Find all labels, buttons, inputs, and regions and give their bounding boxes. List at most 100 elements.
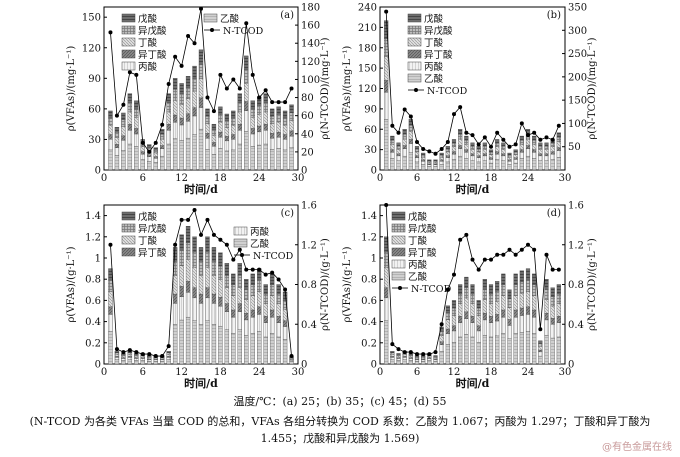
bar-segment-valeric (501, 273, 506, 285)
bar-segment-acetic (414, 161, 420, 171)
bar-segment-propionic (525, 148, 531, 157)
bar-segment-isobutyric (458, 316, 463, 323)
bar-segment-propionic (445, 333, 450, 345)
bar-segment-isobutyric (488, 316, 494, 323)
bar-segment-isobutyric (237, 303, 242, 312)
bar-segment-valeric (538, 142, 543, 147)
bar-segment-butyric (532, 295, 537, 311)
bar-segment-isobutyric (538, 349, 543, 353)
ntcod-point (160, 354, 165, 359)
bar-segment-acetic (127, 359, 133, 365)
bar-segment-isovaleric (433, 160, 438, 163)
y-tick-label: 30 (88, 135, 101, 146)
bar-segment-isobutyric (231, 134, 236, 140)
bar-segment-propionic (179, 124, 184, 141)
bar-segment-propionic (263, 322, 268, 338)
bar-segment-butyric (402, 138, 407, 146)
bar-segment-acetic (185, 137, 191, 171)
bar-segment-isovaleric (513, 284, 518, 296)
bar-segment-butyric (433, 162, 438, 165)
bar-segment-acetic (550, 159, 555, 171)
bar-segment-propionic (211, 303, 217, 325)
bar-segment-isovaleric (476, 307, 481, 316)
bar-segment-propionic (445, 157, 450, 163)
ntcod-point (205, 95, 210, 100)
bar-segment-valeric (205, 236, 210, 253)
bar-segment-butyric (205, 123, 210, 134)
bar-segment-propionic (192, 297, 197, 321)
bar-segment-acetic (276, 148, 281, 171)
ntcod-point (421, 147, 426, 152)
ntcod-point (211, 232, 216, 237)
bar-segment-isobutyric (269, 133, 275, 139)
ntcod-point (166, 81, 171, 86)
y-tick-label: 0.2 (361, 338, 377, 349)
bar-segment-acetic (495, 159, 500, 171)
bar-segment-valeric (384, 20, 389, 39)
bar-segment-propionic (532, 316, 537, 334)
ntcod-point (445, 287, 450, 292)
bar-segment-propionic (414, 359, 420, 362)
bar-segment-butyric (482, 149, 487, 154)
bar-segment-isobutyric (172, 114, 178, 123)
legend-label-isobutyric: 异丁酸 (424, 49, 453, 61)
bar-segment-propionic (507, 325, 512, 339)
bar-segment-valeric (205, 108, 210, 117)
bar-segment-valeric (153, 147, 158, 151)
bar-segment-butyric (396, 149, 401, 154)
bar-segment-isobutyric (544, 312, 549, 321)
bar-segment-acetic (121, 150, 126, 171)
bar-segment-valeric (390, 351, 395, 353)
ntcod-point (526, 242, 530, 247)
legend-marker-ntcod (240, 253, 244, 257)
bar-segment-isobutyric (211, 142, 217, 147)
bar-segment-propionic (451, 153, 457, 160)
bar-segment-propionic (179, 296, 184, 321)
bar-segment-isobutyric (556, 147, 561, 151)
x-tick-label: 30 (292, 367, 305, 378)
y-tick-label: 0.6 (361, 296, 377, 307)
bar-segment-isovaleric (166, 352, 171, 355)
bar-segment-butyric (205, 267, 210, 288)
bar-segment-butyric (427, 162, 432, 165)
bar-segment-acetic (244, 334, 249, 365)
bar-segment-isovaleric (114, 132, 120, 138)
bar-segment-propionic (108, 314, 113, 332)
bar-segment-acetic (160, 360, 165, 365)
ntcod-point (544, 252, 549, 257)
bar-segment-acetic (507, 338, 512, 365)
bar-segment-butyric (160, 138, 165, 146)
y-right-tick-label: 300 (568, 26, 587, 37)
bar-segment-acetic (250, 146, 255, 171)
bar-segment-propionic (231, 316, 236, 334)
bar-segment-valeric (556, 284, 561, 295)
y-right-tick-label: 160 (301, 21, 320, 32)
legend-swatch-butyric (121, 235, 136, 245)
bar-segment-isovaleric (525, 279, 531, 292)
ntcod-point (482, 135, 487, 140)
bar-segment-acetic (140, 159, 145, 171)
legend-swatch-isobutyric (121, 49, 136, 59)
ntcod-point (464, 130, 469, 135)
bar-segment-acetic (153, 360, 158, 365)
bar-segment-isobutyric (556, 316, 561, 323)
bar-segment-isobutyric (421, 159, 426, 162)
bar-segment-butyric (396, 355, 401, 358)
bar-segment-butyric (445, 151, 450, 156)
bar-segment-isobutyric (160, 145, 165, 149)
bar-segment-butyric (185, 259, 191, 282)
bar-segment-isovaleric (402, 133, 407, 140)
y-tick-label: 0.6 (85, 296, 101, 307)
ntcod-point (134, 72, 139, 77)
y-right-tick-label: 1.6 (301, 201, 317, 212)
x-tick-label: 12 (448, 173, 461, 184)
bar-segment-butyric (501, 295, 506, 311)
ntcod-point (108, 242, 113, 247)
ntcod-point (257, 95, 262, 100)
ntcod-point (166, 344, 171, 349)
y-right-tick-label: 1.2 (301, 240, 317, 251)
bar-segment-isovaleric (250, 284, 255, 296)
bar-segment-isovaleric (282, 117, 288, 126)
legend-swatch-acetic (391, 271, 406, 281)
bar-segment-isobutyric (439, 341, 444, 345)
